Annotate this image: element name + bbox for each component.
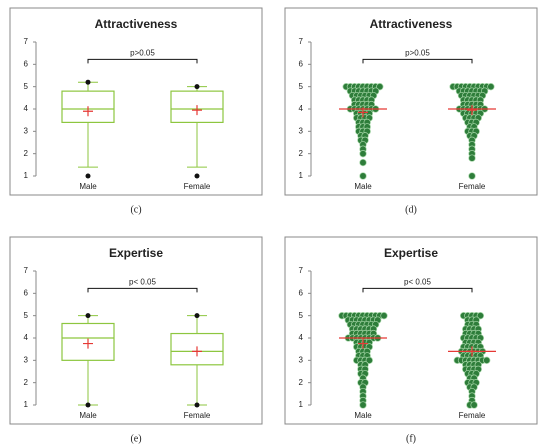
panel-frame (9, 7, 263, 196)
x-tick-label: Male (79, 411, 97, 420)
dot (359, 150, 367, 158)
x-tick-label: Male (354, 411, 372, 420)
y-tick-label: 2 (24, 149, 29, 158)
annotation: p>0.05 (130, 49, 155, 58)
x-tick-label: Female (459, 411, 486, 420)
y-tick-label: 4 (299, 333, 304, 342)
y-tick-label: 6 (299, 288, 304, 297)
y-tick-label: 2 (299, 149, 304, 158)
caption: (d) (405, 204, 417, 215)
y-tick-label: 3 (24, 126, 29, 135)
y-tick-label: 1 (24, 171, 29, 180)
x-tick-label: Female (184, 182, 211, 191)
mean-marker (467, 346, 477, 357)
y-tick-label: 6 (24, 288, 29, 297)
panel-frame (9, 236, 263, 425)
y-tick-label: 7 (24, 266, 29, 275)
outlier (194, 402, 200, 408)
annotation: p>0.05 (405, 49, 430, 58)
mean-marker (192, 346, 202, 357)
y-tick-label: 6 (24, 59, 29, 68)
y-tick-label: 1 (299, 171, 304, 180)
y-tick-label: 7 (299, 37, 304, 46)
y-tick-label: 2 (24, 378, 29, 387)
significance-bracket (362, 287, 473, 293)
dot (476, 312, 485, 320)
chart-title: Attractiveness (95, 17, 178, 31)
y-tick-label: 4 (24, 104, 29, 113)
dot (483, 356, 491, 364)
dot (380, 312, 388, 320)
chart-title: Expertise (109, 246, 163, 260)
significance-bracket (87, 287, 198, 293)
y-tick-label: 3 (299, 126, 304, 135)
chart-title: Attractiveness (370, 17, 453, 31)
caption: (c) (130, 204, 141, 215)
outlier (194, 313, 200, 319)
dot (359, 158, 367, 167)
x-tick-label: Female (184, 411, 211, 420)
mean-marker (358, 107, 368, 118)
mean-marker (83, 106, 93, 117)
dot (470, 401, 478, 409)
y-tick-label: 5 (299, 311, 304, 320)
mean-marker (83, 338, 93, 349)
mean-marker (467, 105, 477, 116)
x-tick-label: Male (79, 182, 97, 191)
y-tick-label: 5 (299, 82, 304, 91)
y-tick-label: 1 (24, 400, 29, 409)
y-tick-label: 5 (24, 82, 29, 91)
outlier (85, 313, 91, 319)
significance-bracket (362, 58, 473, 64)
caption: (e) (130, 433, 141, 444)
dot (365, 356, 373, 364)
outlier (85, 173, 91, 179)
dot (468, 154, 476, 162)
dot (487, 83, 495, 91)
dot (376, 83, 384, 91)
mean-marker (358, 338, 368, 349)
y-tick-label: 7 (299, 266, 304, 275)
outlier (194, 173, 200, 179)
y-tick-label: 5 (24, 311, 29, 320)
dot (359, 401, 367, 409)
y-tick-label: 7 (24, 37, 29, 46)
outlier (85, 79, 91, 85)
outlier (194, 84, 200, 90)
chart-title: Expertise (384, 246, 438, 260)
y-tick-label: 3 (24, 355, 29, 364)
caption: (f) (406, 433, 416, 444)
panel-frame (284, 7, 538, 196)
y-tick-label: 4 (299, 104, 304, 113)
panel-frame (284, 236, 538, 425)
significance-bracket (87, 58, 198, 64)
y-tick-label: 1 (299, 400, 304, 409)
y-tick-label: 4 (24, 333, 29, 342)
box (61, 322, 115, 361)
y-tick-label: 3 (299, 355, 304, 364)
x-tick-label: Female (459, 182, 486, 191)
y-tick-label: 2 (299, 378, 304, 387)
outlier (85, 402, 91, 408)
annotation: p< 0.05 (129, 278, 156, 287)
mean-marker (192, 105, 202, 116)
y-tick-label: 6 (299, 59, 304, 68)
x-tick-label: Male (354, 182, 372, 191)
dot (359, 172, 367, 180)
dot (468, 172, 476, 180)
annotation: p< 0.05 (404, 278, 431, 287)
